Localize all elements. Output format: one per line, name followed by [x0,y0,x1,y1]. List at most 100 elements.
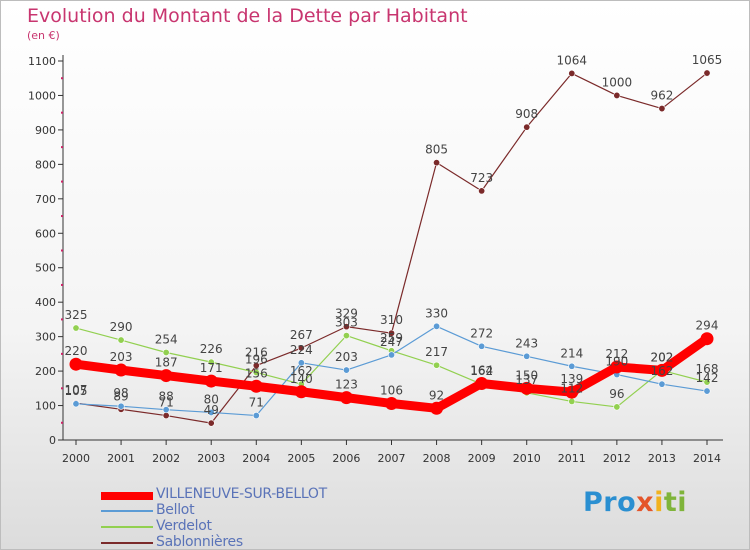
data-point[interactable] [249,379,263,393]
x-tick-label: 2000 [62,452,90,465]
data-point[interactable] [159,369,173,383]
data-label: 105 [65,384,88,398]
data-label: 259 [380,331,403,345]
data-point[interactable] [117,336,125,344]
x-tick-label: 2012 [603,452,631,465]
data-point[interactable] [204,374,218,388]
data-label: 254 [155,332,178,346]
data-point[interactable] [252,362,260,370]
legend-label: Verdelot [156,518,212,534]
data-label: 71 [159,396,174,410]
data-point[interactable] [162,406,170,414]
data-point[interactable] [523,123,531,131]
data-point[interactable] [117,402,125,410]
data-point[interactable] [433,322,441,330]
data-point[interactable] [252,412,260,420]
proxiti-logo: Proxiti [583,487,688,518]
y-minor-tick [61,111,63,114]
data-point[interactable] [69,357,83,371]
data-point[interactable] [252,368,260,376]
data-label: 71 [249,396,264,410]
data-point[interactable] [478,187,486,195]
data-point[interactable] [658,380,666,388]
data-point[interactable] [433,159,441,167]
legend-swatch [101,542,153,544]
data-point[interactable] [387,351,395,359]
data-label: 156 [245,366,268,380]
data-point[interactable] [387,329,395,337]
data-point[interactable] [162,412,170,420]
data-label: 107 [65,383,88,397]
data-label: 1065 [692,53,723,67]
y-minor-tick [61,146,63,149]
x-tick-label: 2006 [332,452,360,465]
data-point[interactable] [703,378,711,386]
data-point[interactable] [207,358,215,366]
data-point[interactable] [568,362,576,370]
y-tick-label: 1000 [28,89,56,102]
data-label: 329 [335,307,358,321]
y-tick-label: 800 [35,158,56,171]
data-label: 171 [200,361,223,375]
data-label: 137 [515,373,538,387]
x-tick-label: 2014 [693,452,721,465]
data-label: 325 [65,308,88,322]
data-label: 142 [696,371,719,385]
data-point[interactable] [339,391,353,405]
data-point[interactable] [342,323,350,331]
legend-label: Sablonnières [156,534,243,550]
data-point[interactable] [700,332,714,346]
data-label: 80 [204,392,219,406]
data-label: 162 [650,364,673,378]
data-point[interactable] [433,361,441,369]
data-point[interactable] [613,91,621,99]
data-point[interactable] [520,381,534,395]
data-label: 247 [380,335,403,349]
data-label: 1000 [602,75,633,89]
data-point[interactable] [114,363,128,377]
data-label: 196 [245,352,268,366]
data-point[interactable] [703,387,711,395]
data-point[interactable] [207,408,215,416]
data-label: 202 [650,350,673,364]
data-point[interactable] [475,376,489,390]
data-point[interactable] [207,419,215,427]
data-point[interactable] [658,105,666,113]
data-point[interactable] [568,397,576,405]
data-label: 139 [560,372,583,386]
data-label: 310 [380,313,403,327]
data-label: 272 [470,326,493,340]
data-point[interactable] [430,401,444,415]
data-point[interactable] [162,348,170,356]
data-point[interactable] [342,366,350,374]
data-point[interactable] [655,363,669,377]
data-point[interactable] [523,352,531,360]
data-label: 150 [515,368,538,382]
y-minor-tick [61,318,63,321]
y-tick-label: 600 [35,227,56,240]
data-point[interactable] [297,344,305,352]
data-point[interactable] [613,403,621,411]
data-point[interactable] [703,69,711,77]
data-point[interactable] [72,324,80,332]
data-label: 220 [65,344,88,358]
data-point[interactable] [568,69,576,77]
data-point[interactable] [294,385,308,399]
y-tick-label: 0 [49,434,56,447]
data-point[interactable] [565,385,579,399]
data-label: 123 [335,378,358,392]
data-label: 96 [609,387,624,401]
data-point[interactable] [297,359,305,367]
x-tick-label: 2013 [648,452,676,465]
data-point[interactable] [478,342,486,350]
legend-swatch [101,492,153,500]
y-tick-label: 900 [35,124,56,137]
data-point[interactable] [385,396,398,410]
data-point[interactable] [342,332,350,340]
data-label: 203 [110,350,133,364]
data-point[interactable] [72,400,80,408]
data-point[interactable] [610,360,624,374]
data-label: 112 [560,381,583,395]
data-label: 168 [696,362,719,376]
